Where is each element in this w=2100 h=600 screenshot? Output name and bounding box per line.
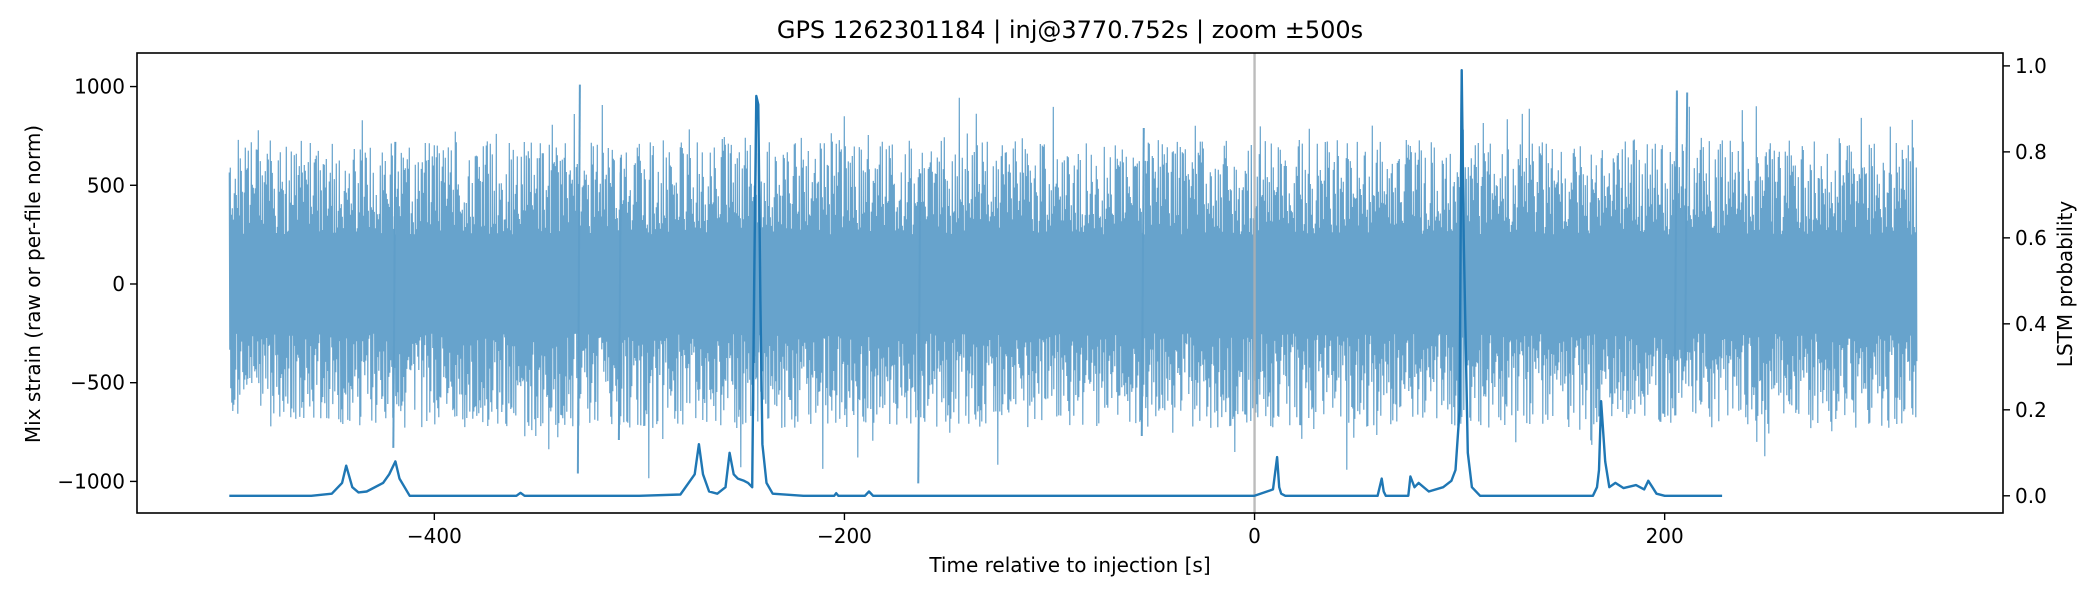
strain-series (228, 93, 1918, 479)
strain-spike (1140, 128, 1145, 437)
strain-spike (617, 157, 622, 440)
y-tick-label: −1000 (57, 469, 125, 493)
y2-tick-label: 0.6 (2015, 226, 2047, 250)
y-tick-label: 500 (87, 173, 125, 197)
plot-content (228, 53, 1918, 513)
y2-tick-label: 0.0 (2015, 484, 2047, 508)
x-tick-label: 200 (1646, 524, 1684, 548)
plot-frame (136, 52, 2004, 514)
strain-spike (1673, 90, 1678, 360)
strain-spike (392, 141, 397, 448)
strain-spike (1684, 92, 1689, 363)
y2-tick-label: 1.0 (2015, 54, 2047, 78)
y-tick-label: −500 (70, 371, 125, 395)
y-tick-label: 0 (112, 272, 125, 296)
y2-tick-label: 0.2 (2015, 398, 2047, 422)
x-tick-label: 0 (1248, 524, 1261, 548)
axes: −400 −200 0 200 1000 500 0 −500 −1000 1.0 0.8 0.6 0.… (57, 52, 2047, 548)
chart-title: GPS 1262301184 | inj@3770.752s | zoom ±5… (777, 16, 1363, 44)
plot-area (228, 53, 1918, 513)
x-tick-label: −400 (407, 524, 462, 548)
x-tick-label: −200 (817, 524, 872, 548)
strain-spike (917, 173, 922, 484)
x-axis-label: Time relative to injection [s] (928, 553, 1210, 577)
y-tick-label: 1000 (74, 75, 125, 99)
y2-tick-label: 0.8 (2015, 140, 2047, 164)
y-axis-label: Mix strain (raw or per-file norm) (21, 125, 45, 443)
y2-axis-label: LSTM probability (2053, 201, 2077, 368)
y2-tick-label: 0.4 (2015, 312, 2047, 336)
lstm-probability-series (229, 69, 1723, 497)
strain-spike (576, 84, 581, 474)
